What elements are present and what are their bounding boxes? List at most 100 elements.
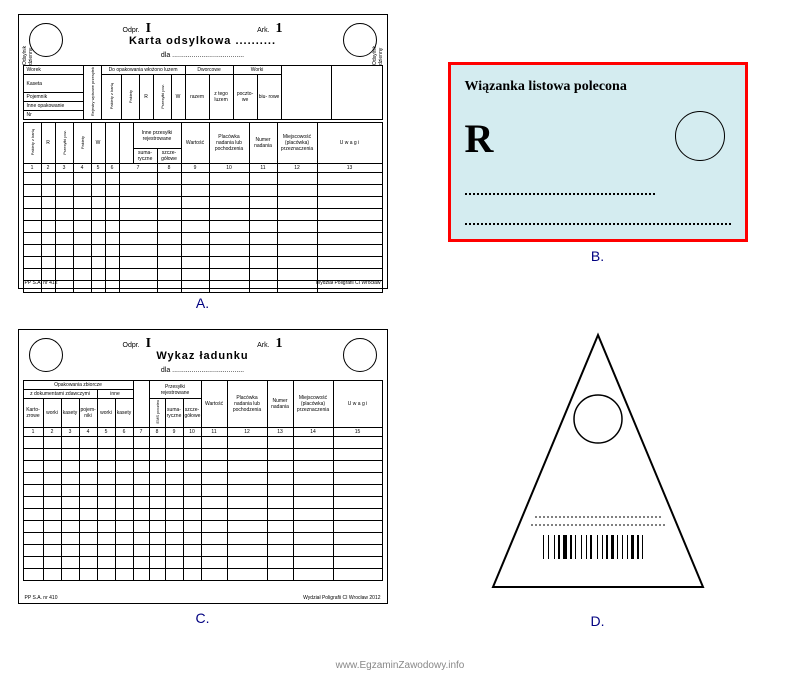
lh-4: W xyxy=(91,123,105,164)
card-b-letter: R xyxy=(465,115,494,162)
table-row xyxy=(23,245,382,257)
table-row xyxy=(23,496,382,508)
h-w: W xyxy=(171,75,185,120)
table-row xyxy=(23,448,382,460)
h-pakiety: Pakiety xyxy=(128,90,133,103)
form-c-title: Wykaz ładunku xyxy=(23,350,383,362)
table-row xyxy=(23,197,382,209)
table-row xyxy=(23,484,382,496)
cn: 1 xyxy=(23,427,43,436)
stamp-circle xyxy=(675,111,725,161)
blank xyxy=(105,123,119,164)
hc-5: kasety xyxy=(115,399,133,428)
h-group: Do opakowania włożono luzem xyxy=(101,66,185,75)
h-tego: z tego luzem xyxy=(209,75,233,120)
form-c-card: Odpr. I Ark. 1 Wykaz ładunku dla .......… xyxy=(18,329,388,604)
table-row xyxy=(23,508,382,520)
table-row xyxy=(23,472,382,484)
ark-label: Ark. xyxy=(257,342,269,349)
cn: 10 xyxy=(209,164,249,173)
label-c: C. xyxy=(196,610,210,626)
form-c-table: Opakowania zbiorcze Przesyłki rejestrowa… xyxy=(23,380,383,581)
h-plac: Placówka nadania lub pochodzenia xyxy=(227,381,267,428)
cn: 11 xyxy=(201,427,227,436)
row-kaseta: Kaseta xyxy=(23,75,83,93)
lh-inne: Inne przesyłki rejestrowane xyxy=(133,123,181,149)
h-r: R xyxy=(139,75,153,120)
lh-1: R xyxy=(41,123,55,164)
form-c-dla: dla ....................................… xyxy=(23,367,383,374)
form-c-header: Odpr. I Ark. 1 Wykaz ładunku dla .......… xyxy=(23,334,383,380)
cn: 12 xyxy=(277,164,317,173)
hc-szcz: szcze- gółowe xyxy=(183,399,201,428)
barcode-icon xyxy=(543,535,643,559)
dotted-line xyxy=(465,223,731,225)
cn: 14 xyxy=(293,427,333,436)
row-pojemnik: Pojemnik xyxy=(23,93,83,102)
cn: 13 xyxy=(267,427,293,436)
cell-b: Wiązanka listowa polecona R B. xyxy=(405,10,790,315)
cn: 3 xyxy=(61,427,79,436)
cn: 2 xyxy=(41,164,55,173)
row-inne: Inne opakowanie xyxy=(23,102,83,111)
table-row xyxy=(23,257,382,269)
triangle-svg xyxy=(473,327,723,607)
cn: 10 xyxy=(183,427,201,436)
form-a-title: Karta odsylkowa .......... xyxy=(23,35,383,47)
table-row xyxy=(23,520,382,532)
cn: 12 xyxy=(227,427,267,436)
table-row xyxy=(23,173,382,185)
odpr-label: Odpr. xyxy=(123,27,140,34)
card-b-title: Wiązanka listowa polecona xyxy=(465,79,731,95)
form-a-lower-table: Pakiety z kartą R Przesyłki poz. Pakiety… xyxy=(23,122,383,293)
odpr-value: I xyxy=(146,336,151,351)
cn: 13 xyxy=(317,164,382,173)
table-row xyxy=(23,568,382,580)
cn: 6 xyxy=(115,427,133,436)
watermark: www.EgzaminZawodowy.info xyxy=(0,660,800,671)
cn: 2 xyxy=(43,427,61,436)
form-a-footer-right: Wydział Poligrafii CI Wrocław xyxy=(316,280,381,286)
h-group1a: z dokumentami zdawczymi xyxy=(23,390,97,399)
col-num-row: 1 2 3 4 5 6 7 8 9 10 11 12 13 14 15 xyxy=(23,427,382,436)
blank xyxy=(119,123,133,164)
form-c-footer-right: Wydział Poligrafii CI Wrocław 2012 xyxy=(303,595,380,601)
cn: 11 xyxy=(249,164,277,173)
hc-4: worki xyxy=(97,399,115,428)
cell-d: D. xyxy=(405,325,790,630)
ark-value: 1 xyxy=(276,21,283,36)
cn: 7 xyxy=(119,164,157,173)
col-num-row: 1 2 3 4 5 6 7 8 9 10 11 12 13 xyxy=(23,164,382,173)
cell-a: Odsylnik dzienny Odsylnik dzienny Odpr. … xyxy=(10,10,395,315)
cn: 4 xyxy=(73,164,91,173)
lh-szcz: szcze- gółowe xyxy=(157,149,181,164)
table-row xyxy=(23,556,382,568)
label-a: A. xyxy=(196,295,209,311)
hc-0: Karto- zrowe xyxy=(23,399,43,428)
lh-0: Pakiety z kartą xyxy=(30,129,35,155)
stamp-circle xyxy=(574,395,622,443)
h-numer: Numer nadania xyxy=(267,381,293,428)
odpr-label: Odpr. xyxy=(123,342,140,349)
lh-2: Przesyłki poz. xyxy=(62,130,67,155)
table-row xyxy=(23,436,382,448)
h-miejsc: Miejscowość (placówka) przeznaczenia xyxy=(293,381,333,428)
form-a-dla: dla ....................................… xyxy=(23,52,383,59)
h-przes: Przesyłki poz. xyxy=(160,84,165,109)
form-a-header: Odsylnik dzienny Odsylnik dzienny Odpr. … xyxy=(23,19,383,65)
cell-c: Odpr. I Ark. 1 Wykaz ładunku dla .......… xyxy=(10,325,395,630)
cn: 9 xyxy=(165,427,183,436)
h-group1b: inne xyxy=(97,390,133,399)
lh-numer: Numer nadania xyxy=(249,123,277,164)
cn: 6 xyxy=(105,164,119,173)
hc-1: worki xyxy=(43,399,61,428)
dotted-line xyxy=(465,193,655,195)
cn: 15 xyxy=(333,427,382,436)
lh-3: Pakiety xyxy=(80,136,85,149)
table-row xyxy=(23,185,382,197)
table-row xyxy=(23,209,382,221)
blank xyxy=(332,66,382,120)
h-worki: Worki xyxy=(233,66,281,75)
triangle-label xyxy=(473,327,723,607)
table-row xyxy=(23,532,382,544)
